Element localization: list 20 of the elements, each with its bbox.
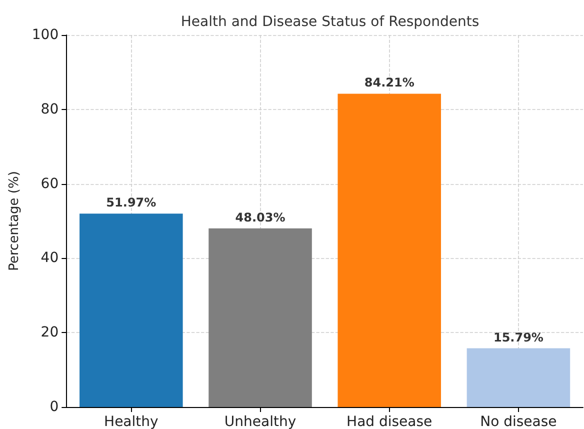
y-tick-label: 80 (40, 101, 59, 118)
x-tick-label: Unhealthy (224, 414, 296, 429)
y-tick-label: 0 (50, 399, 59, 415)
y-axis-title: Percentage (%) (7, 171, 22, 271)
x-tick-label: Healthy (104, 414, 158, 429)
bar (338, 94, 441, 407)
x-tick-label: No disease (480, 414, 557, 429)
bar (466, 348, 570, 407)
y-tick-label: 100 (32, 27, 59, 43)
bar (208, 228, 312, 407)
y-tick-label: 20 (40, 324, 59, 341)
data-label: 48.03% (235, 210, 286, 224)
bar (80, 214, 183, 407)
data-label: 84.21% (364, 76, 414, 90)
x-tick-label: Had disease (346, 414, 432, 429)
y-tick-label: 40 (40, 250, 59, 266)
data-label: 15.79% (493, 330, 544, 344)
chart-title: Health and Disease Status of Respondents (180, 14, 480, 30)
data-label: 51.97% (106, 196, 156, 210)
y-tick-label: 60 (40, 176, 59, 192)
